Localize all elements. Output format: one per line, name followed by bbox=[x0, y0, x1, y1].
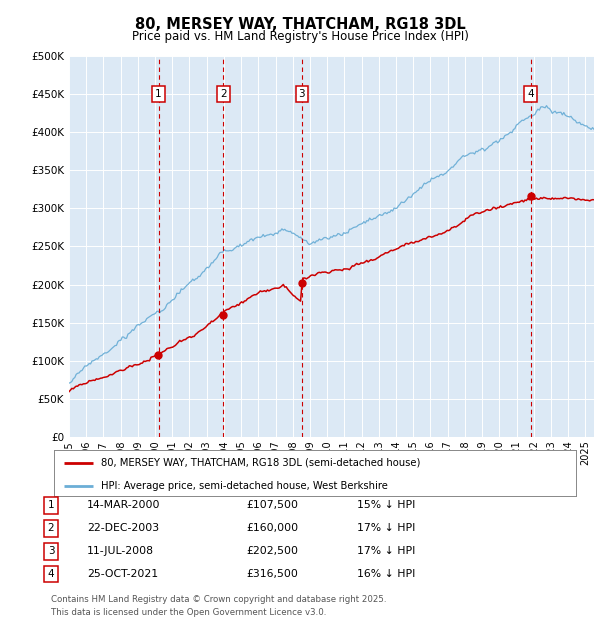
Text: 16% ↓ HPI: 16% ↓ HPI bbox=[357, 569, 415, 579]
Text: HPI: Average price, semi-detached house, West Berkshire: HPI: Average price, semi-detached house,… bbox=[101, 480, 388, 491]
Text: 3: 3 bbox=[47, 546, 55, 556]
Text: 2: 2 bbox=[47, 523, 55, 533]
Text: Price paid vs. HM Land Registry's House Price Index (HPI): Price paid vs. HM Land Registry's House … bbox=[131, 30, 469, 43]
Text: 1: 1 bbox=[47, 500, 55, 510]
Text: £160,000: £160,000 bbox=[246, 523, 298, 533]
Text: 17% ↓ HPI: 17% ↓ HPI bbox=[357, 523, 415, 533]
Text: 1: 1 bbox=[155, 89, 162, 99]
Text: £202,500: £202,500 bbox=[246, 546, 298, 556]
Text: 2: 2 bbox=[220, 89, 227, 99]
Text: 3: 3 bbox=[299, 89, 305, 99]
Text: 15% ↓ HPI: 15% ↓ HPI bbox=[357, 500, 415, 510]
Text: £316,500: £316,500 bbox=[246, 569, 298, 579]
Text: 80, MERSEY WAY, THATCHAM, RG18 3DL: 80, MERSEY WAY, THATCHAM, RG18 3DL bbox=[134, 17, 466, 32]
Text: £107,500: £107,500 bbox=[246, 500, 298, 510]
Text: 11-JUL-2008: 11-JUL-2008 bbox=[87, 546, 154, 556]
Text: 25-OCT-2021: 25-OCT-2021 bbox=[87, 569, 158, 579]
Text: 4: 4 bbox=[527, 89, 534, 99]
Text: 80, MERSEY WAY, THATCHAM, RG18 3DL (semi-detached house): 80, MERSEY WAY, THATCHAM, RG18 3DL (semi… bbox=[101, 458, 421, 467]
Text: 22-DEC-2003: 22-DEC-2003 bbox=[87, 523, 159, 533]
Text: 4: 4 bbox=[47, 569, 55, 579]
Text: Contains HM Land Registry data © Crown copyright and database right 2025.
This d: Contains HM Land Registry data © Crown c… bbox=[51, 595, 386, 617]
Text: 17% ↓ HPI: 17% ↓ HPI bbox=[357, 546, 415, 556]
Text: 14-MAR-2000: 14-MAR-2000 bbox=[87, 500, 161, 510]
